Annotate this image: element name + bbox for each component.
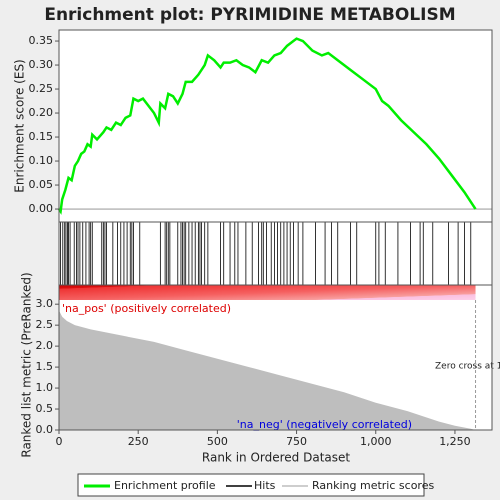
metric-axis-label: Ranked list metric (PreRanked) <box>20 272 34 457</box>
y-tick-label: 0.20 <box>29 106 54 119</box>
x-tick-label: 750 <box>286 435 307 448</box>
legend-label: Hits <box>254 479 276 492</box>
y-tick-label: 0.25 <box>29 82 54 95</box>
y-tick-label: 2.5 <box>36 318 54 331</box>
legend-label: Ranking metric scores <box>312 479 434 492</box>
y-tick-label: 1.5 <box>36 360 54 373</box>
y-tick-label: 0.30 <box>29 58 54 71</box>
panel-frame <box>58 284 493 431</box>
y-tick-label: 0.35 <box>29 34 54 47</box>
x-axis-label: Rank in Ordered Dataset <box>202 451 350 465</box>
y-tick-label: 3.0 <box>36 297 54 310</box>
pos-label: 'na_pos' (positively correlated) <box>62 302 231 315</box>
y-tick-label: 0.10 <box>29 154 54 167</box>
x-tick-label: 500 <box>207 435 228 448</box>
x-tick-label: 1,250 <box>439 435 471 448</box>
y-tick-label: 0.15 <box>29 130 54 143</box>
neg-label: 'na_neg' (negatively correlated) <box>237 418 412 431</box>
chart-title: Enrichment plot: PYRIMIDINE METABOLISM <box>44 5 455 25</box>
y-tick-label: 1.0 <box>36 381 54 394</box>
metric-area <box>59 310 476 430</box>
y-tick-label: 0.5 <box>36 402 54 415</box>
zero-cross-label: Zero cross at 1315 <box>435 362 500 372</box>
y-tick-label: 2.0 <box>36 339 54 352</box>
x-tick-label: 0 <box>56 435 63 448</box>
color-bar <box>59 285 476 300</box>
y-tick-label: 0.05 <box>29 178 54 191</box>
es-axis-label: Enrichment score (ES) <box>13 59 27 192</box>
x-tick-label: 1,000 <box>360 435 392 448</box>
y-tick-label: 0.00 <box>29 202 54 215</box>
legend-label: Enrichment profile <box>114 479 216 492</box>
enrichment-profile <box>57 37 477 215</box>
legend: Enrichment profile Hits Ranking metric s… <box>77 473 434 497</box>
y-tick-label: 0.0 <box>36 423 54 436</box>
legend-box <box>77 473 425 497</box>
x-tick-label: 250 <box>128 435 149 448</box>
